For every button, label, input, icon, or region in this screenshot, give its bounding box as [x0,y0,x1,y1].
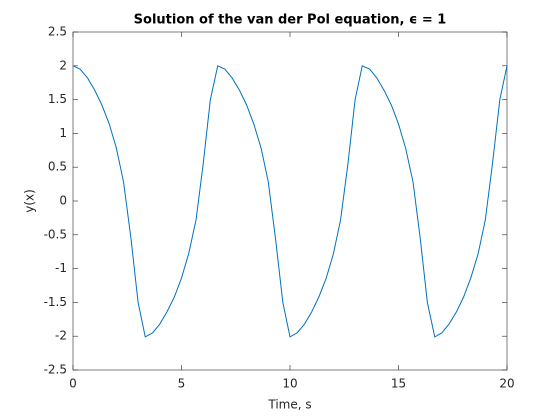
x-tick-label: 0 [69,377,77,391]
y-tick-label: -1.5 [44,295,67,309]
y-tick-label: -1 [55,261,67,275]
y-axis-label: y(x) [23,189,37,213]
y-tick-label: -0.5 [44,227,67,241]
y-tick-label: -2.5 [44,363,67,377]
x-tick-label: 15 [391,377,406,391]
x-tick-label: 20 [499,377,514,391]
y-tick-label: 2 [59,58,67,72]
line [72,65,508,338]
x-tick-label: 10 [282,377,297,391]
y-tick-label: -2 [55,329,67,343]
chart-title: Solution of the van der Pol equation, ϵ … [134,13,447,28]
y-tick-label: 0 [59,194,67,208]
plot-area [72,31,508,371]
x-tick-label: 5 [178,377,186,391]
y-tick-label: 2.5 [48,25,67,39]
y-tick-label: 0.5 [48,160,67,174]
y-tick-label: 1 [59,126,67,140]
x-axis-label: Time, s [267,398,311,412]
y-tick-label: 1.5 [48,92,67,106]
